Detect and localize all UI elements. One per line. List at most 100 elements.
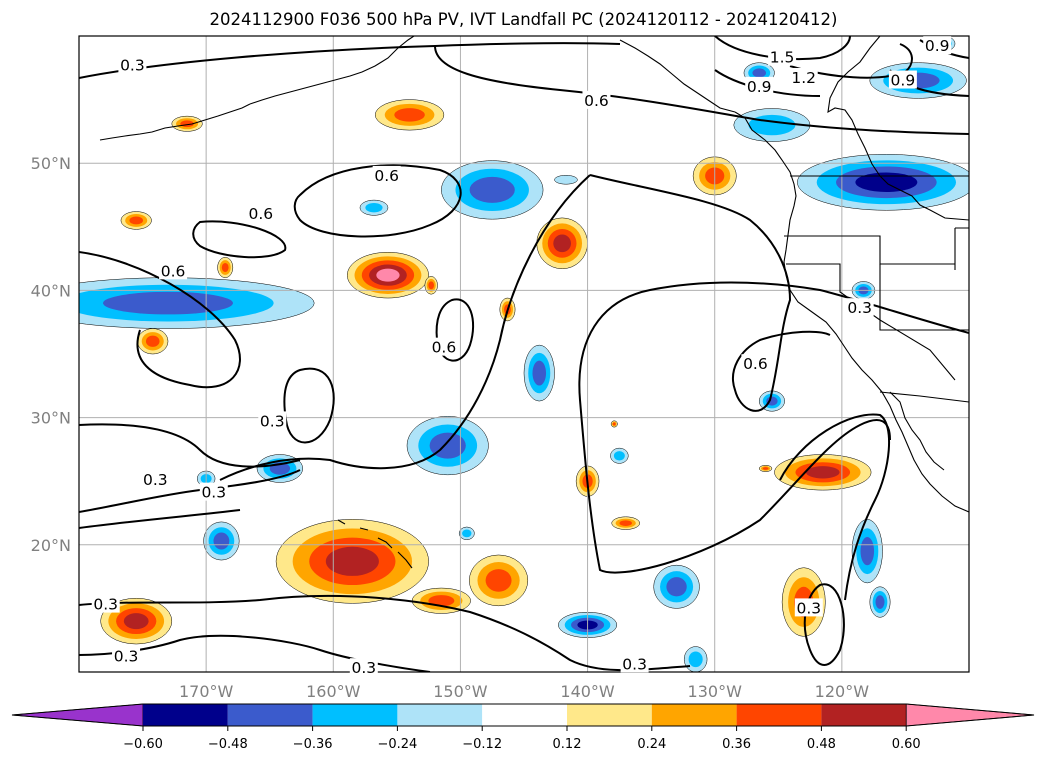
contour-label: 0.9: [747, 78, 772, 96]
pv-level--3: [860, 537, 875, 566]
pv-feature-13: [424, 276, 438, 295]
contour-label: 1.2: [791, 69, 816, 87]
contour-label-bg: [768, 47, 797, 66]
colorbar-segment: [821, 704, 907, 726]
baja-coast: [889, 391, 945, 471]
contour-label-bg: [888, 70, 917, 89]
lat-tick-label: 40°N: [31, 281, 71, 300]
pv-level--1: [554, 175, 578, 185]
pv-feature-27: [458, 526, 475, 540]
aleutian-islands: [99, 103, 251, 141]
contour-label: 0.9: [891, 72, 916, 90]
pv-feature-8: [347, 251, 429, 299]
colorbar-tick-label: 0.36: [722, 737, 751, 752]
contour-label-bg: [923, 36, 952, 55]
pv-feature-2: [171, 115, 203, 132]
colorbar-tick-label: 0.48: [807, 737, 836, 752]
pv-feature-1: [374, 99, 445, 131]
pv-feature-33: [469, 554, 529, 607]
pv-feature-30: [611, 516, 640, 530]
contour-0.3-se: [779, 413, 891, 601]
contour-label-bg: [789, 67, 818, 86]
colorbar-tick-label: 0.60: [892, 737, 921, 752]
lon-tick-label: 150°W: [433, 682, 488, 701]
contour-label: 0.6: [432, 339, 457, 357]
pv-level-3: [612, 422, 616, 426]
lon-tick-label: 120°W: [815, 682, 870, 701]
contour-label-bg: [141, 469, 170, 488]
pv-level--2: [688, 651, 703, 668]
contour-label-bg: [372, 165, 401, 184]
pv-feature-6: [120, 211, 152, 230]
pv-level-3: [619, 520, 632, 527]
lon-tick-label: 140°W: [560, 682, 615, 701]
contour-label: 0.6: [584, 92, 609, 110]
colorbar-segment: [736, 704, 822, 726]
pv-feature-37: [683, 646, 708, 672]
pv-feature-18: [869, 62, 967, 99]
pv-feature-39: [758, 465, 773, 472]
pv-feature-11: [137, 328, 169, 355]
contour-0.3-mid-loop: [283, 367, 335, 444]
pv-feature-23: [406, 416, 489, 476]
pv-level-4: [123, 613, 149, 630]
pv-feature-31: [275, 519, 429, 604]
pv-feature-41: [851, 519, 883, 584]
contour-label-bg: [582, 90, 611, 109]
alaska-peninsula: [249, 36, 415, 105]
bc-coastline: [734, 111, 969, 513]
pv-feature-5: [554, 175, 578, 185]
contour-0.6-ridge: [589, 174, 831, 412]
colorbar-segment: [312, 704, 398, 726]
longitude-labels: 170°W 160°W 150°W 140°W 130°W 120°W: [179, 682, 869, 701]
pv-level-3: [221, 262, 229, 273]
pv-level-5: [376, 268, 400, 282]
pv-level--2: [613, 451, 625, 461]
pv-level-4: [553, 234, 571, 253]
colorbar-segment: [143, 704, 228, 726]
pv-level-3: [394, 108, 425, 122]
lon-tick-label: 170°W: [179, 682, 234, 701]
contour-label-bg: [159, 261, 188, 280]
pv-feature-9: [217, 257, 234, 278]
idaho-border: [954, 227, 969, 270]
pv-level--3: [213, 532, 230, 550]
contour-0.6-west: [79, 251, 241, 389]
contour-label: 0.9: [925, 37, 950, 55]
pv-level--3: [469, 176, 515, 203]
contour-0.6-north: [434, 45, 969, 135]
colorbar-tick-label: −0.48: [208, 737, 248, 752]
colorbar-segment: [397, 704, 483, 726]
contour-0.6-trough: [219, 174, 591, 481]
latitude-labels: 50°N 40°N 30°N 20°N: [31, 154, 71, 555]
contour-label: 1.5: [770, 49, 795, 67]
contour-label: 0.3: [120, 56, 145, 74]
oregon-border: [784, 235, 955, 265]
pv-level-3: [485, 569, 512, 592]
colorbar-tick-label: −0.24: [377, 737, 417, 752]
contour-label-bg: [620, 654, 649, 673]
contour-labels: 0.3 1.5 1.2 0.9 0.9 0.9 0.6 0.6 0.6 0.6 0.6 0.6 0.3 0…: [91, 36, 952, 677]
contour-label-bg: [745, 76, 774, 95]
pv-level--3: [532, 360, 547, 386]
lat-tick-label: 50°N: [31, 154, 71, 173]
contour-label: 0.3: [143, 471, 168, 489]
contour-0.3-south-a: [79, 594, 691, 672]
contour-0.6-small-loop: [435, 298, 475, 362]
contour-label-bg: [845, 298, 874, 317]
contour-label: 0.3: [93, 596, 118, 614]
pv-level--3: [666, 577, 687, 597]
colorbar-extend-low: [11, 703, 144, 727]
colorbar-tick-label: 0.24: [637, 737, 666, 752]
contour-1.5: [714, 36, 851, 61]
pv-level-3: [145, 335, 160, 347]
pv-feature-14: [523, 344, 555, 402]
contour-label-bg: [741, 354, 770, 373]
contour-label-bg: [258, 411, 287, 430]
contour-0.3-west-c: [79, 509, 241, 529]
pv-feature-3: [441, 160, 544, 220]
contour-label: 0.6: [743, 355, 768, 373]
nevada-border: [879, 264, 969, 331]
colorbar-segment: [567, 704, 652, 726]
contour-label: 0.3: [847, 299, 872, 317]
